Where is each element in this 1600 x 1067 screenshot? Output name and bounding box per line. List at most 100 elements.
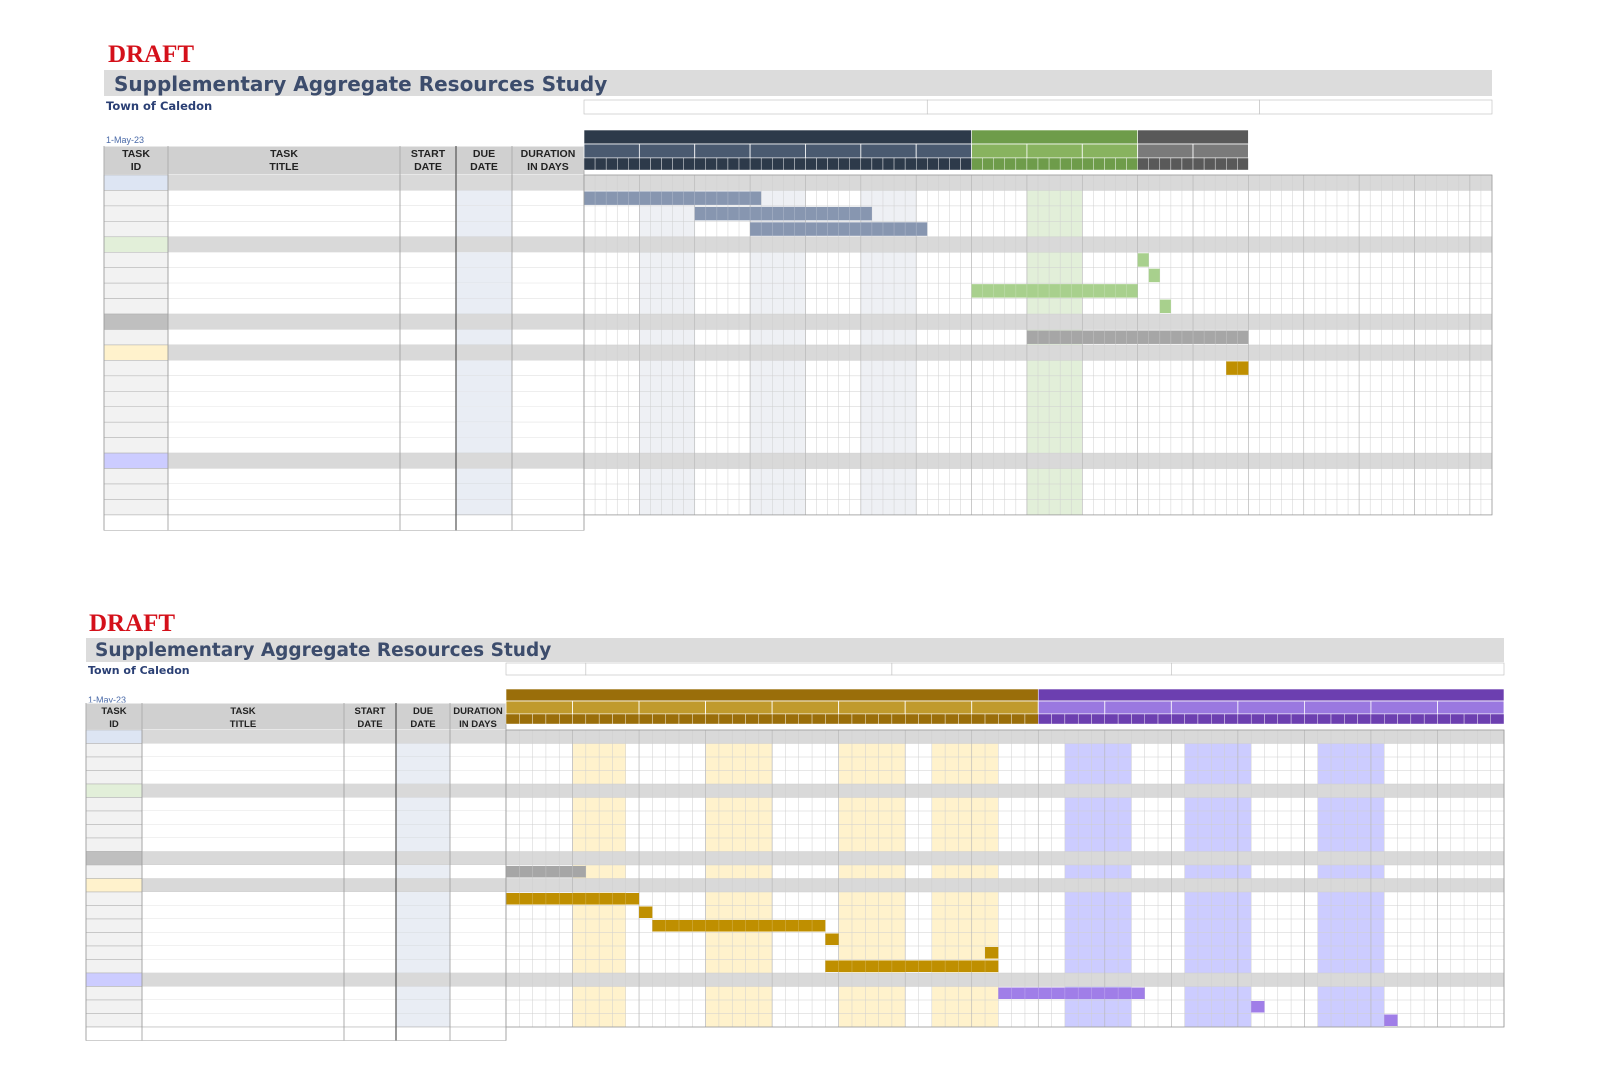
gantt-bar — [1026, 330, 1249, 344]
gantt-bar — [1226, 361, 1249, 375]
task-id-cell — [85, 837, 143, 852]
header-title-line2: TITLE — [269, 161, 298, 173]
header-id-line2: ID — [109, 719, 119, 730]
header-due-line1: DUE — [413, 706, 433, 717]
day-letter-cell — [1184, 713, 1199, 725]
day-letter-cell — [559, 713, 573, 725]
day-letter-cell — [893, 157, 906, 171]
header-start-line1: START — [411, 148, 446, 160]
gantt-bar — [1384, 1014, 1398, 1026]
group-row-band — [506, 878, 1504, 892]
task-id-cell — [103, 375, 169, 392]
day-letter-cell — [904, 157, 917, 171]
task-id-cell — [103, 360, 169, 377]
header-dur-line1: DURATION — [521, 148, 576, 160]
header-dur-line1: DURATION — [453, 706, 503, 717]
day-letter-cell — [749, 157, 762, 171]
gantt-bar — [1137, 253, 1149, 267]
group-row-band — [506, 784, 1504, 798]
due-cell-bg — [456, 283, 512, 299]
day-letter-cell — [758, 713, 773, 725]
day-letter-cell — [949, 157, 961, 171]
day-letter-cell — [1192, 157, 1205, 171]
due-cell-bg — [456, 375, 512, 392]
day-letter-cell — [785, 713, 799, 725]
day-letter-cell — [1357, 713, 1372, 725]
due-cell-bg — [396, 865, 450, 879]
day-letter-cell — [878, 713, 893, 725]
title-bar — [104, 70, 1492, 96]
task-id-cell — [85, 945, 143, 960]
day-letter-cell — [1059, 157, 1072, 171]
week-header — [860, 143, 917, 159]
phase-header-2 — [971, 129, 1138, 145]
task-id-cell — [103, 468, 169, 485]
day-letter-cell — [1131, 713, 1145, 725]
header-id-line1: TASK — [101, 706, 126, 717]
day-letter-cell — [944, 713, 959, 725]
header-due-line2: DATE — [470, 161, 498, 173]
task-id-cell — [85, 905, 143, 920]
day-letter-cell — [971, 713, 986, 725]
day-letter-cell — [650, 157, 662, 171]
task-id-cell — [85, 864, 143, 879]
gantt-bar — [985, 947, 999, 959]
day-letter-cell — [705, 157, 718, 171]
gantt-bar — [971, 284, 1138, 298]
document-date: 1-May-23 — [106, 135, 145, 145]
table-row-bg — [86, 973, 506, 987]
day-letter-cell — [1370, 713, 1385, 725]
header-id-line2: ID — [131, 161, 142, 173]
week-header — [572, 700, 640, 715]
day-letter-cell — [1181, 157, 1194, 171]
header-start-line1: START — [355, 706, 386, 717]
task-id-cell — [85, 783, 143, 798]
draft-label-2: DRAFT — [89, 610, 176, 637]
month-cell — [505, 662, 587, 676]
task-id-cell — [85, 986, 143, 1001]
document-subtitle-2: Town of Caledon — [88, 664, 190, 677]
due-cell-bg — [396, 959, 450, 973]
day-letter-cell — [598, 713, 613, 725]
day-letter-cell — [860, 157, 873, 171]
day-letter-cell — [1144, 713, 1159, 725]
day-letter-cell — [519, 713, 533, 725]
table-row-bg — [86, 878, 506, 892]
day-letter-cell — [1015, 157, 1028, 171]
day-letter-cell — [851, 713, 866, 725]
phase-header-1 — [505, 688, 1039, 702]
table-row-bg — [104, 453, 584, 469]
week-header — [583, 143, 640, 159]
week-header — [1026, 143, 1083, 159]
week-header — [638, 700, 706, 715]
header-due-line2: DATE — [410, 719, 435, 730]
day-letter-cell — [665, 713, 680, 725]
task-id-cell — [103, 252, 169, 268]
day-letter-cell — [594, 157, 607, 171]
day-letter-cell — [678, 713, 693, 725]
week-header — [904, 700, 973, 715]
day-letter-cell — [1093, 157, 1105, 171]
table-row-bg — [86, 784, 506, 798]
due-cell-bg — [456, 422, 512, 438]
day-letter-cell — [838, 157, 850, 171]
day-letter-cell — [1384, 713, 1398, 725]
due-cell-bg — [396, 986, 450, 1000]
month-cell — [891, 662, 1172, 676]
day-letter-cell — [1450, 713, 1465, 725]
day-letter-cell — [1126, 157, 1138, 171]
document-title-2: Supplementary Aggregate Resources Study — [95, 640, 552, 661]
week-header — [771, 700, 840, 715]
month-cell — [1259, 99, 1493, 115]
gantt-bar — [1159, 299, 1171, 314]
day-letter-cell — [1171, 713, 1185, 725]
task-id-cell — [103, 437, 169, 454]
due-cell-bg — [456, 406, 512, 423]
grid-border — [505, 729, 1505, 1028]
task-id-cell — [85, 972, 143, 987]
day-letter-cell — [1197, 713, 1212, 725]
day-letter-cell — [1237, 713, 1252, 725]
day-letter-cell — [825, 713, 839, 725]
due-cell-bg — [396, 905, 450, 919]
day-letter-cell — [652, 713, 666, 725]
